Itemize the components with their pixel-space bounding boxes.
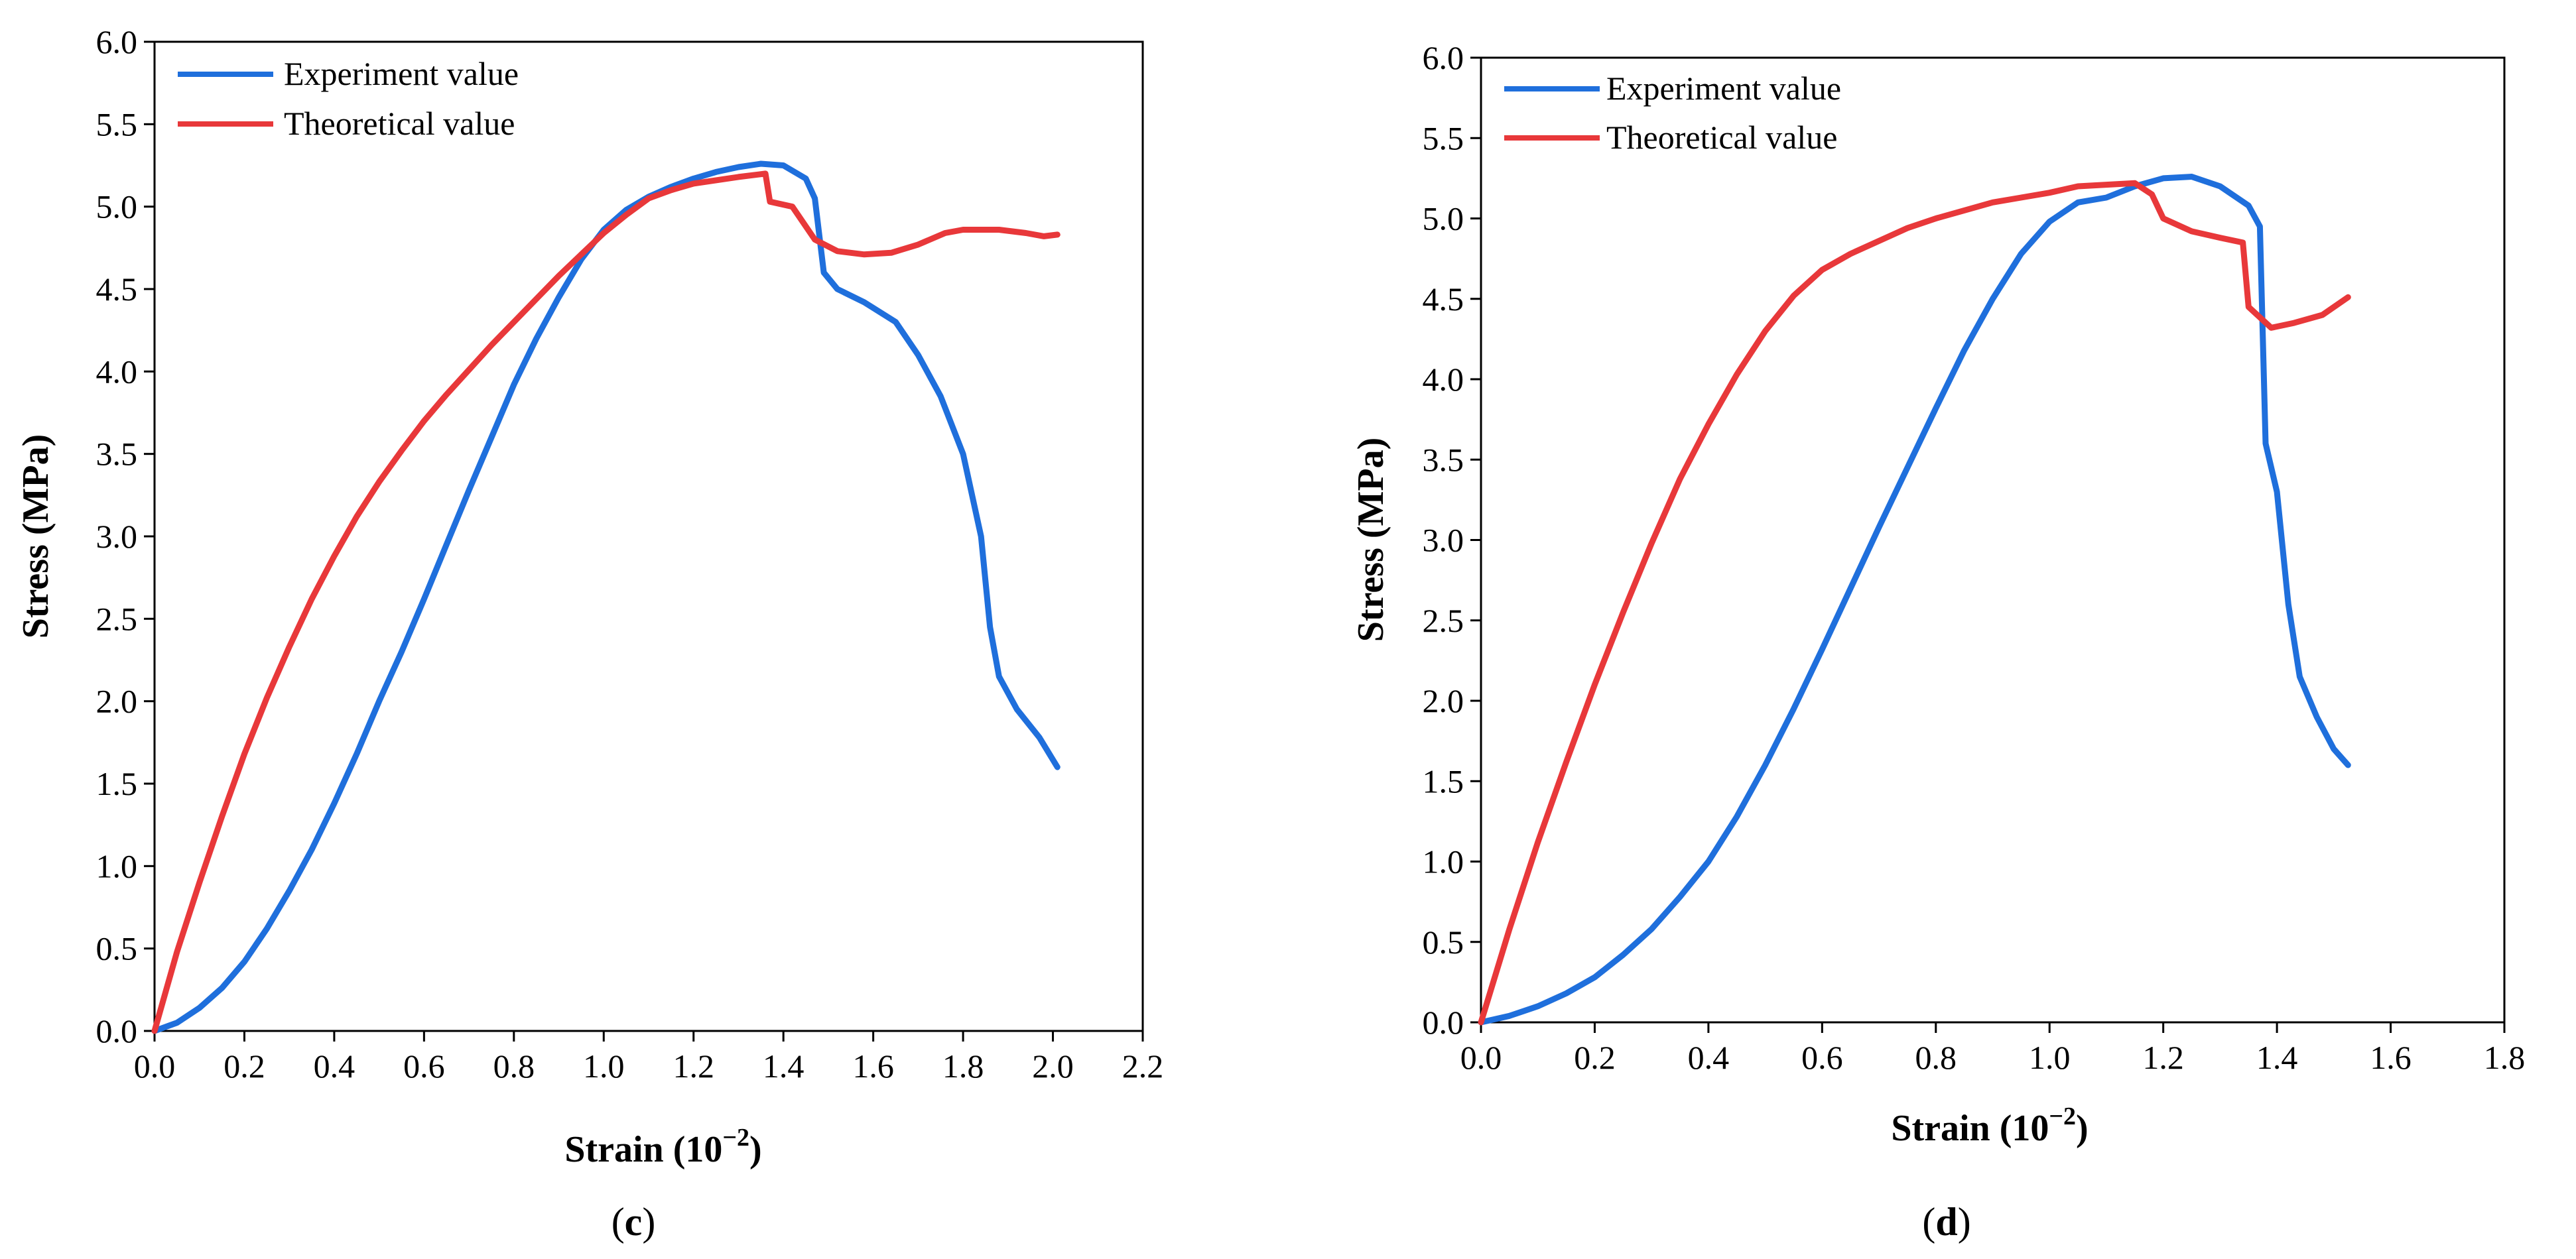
y-tick-label-c-6: 3.0	[96, 518, 138, 555]
x-tick-label-d-9: 1.8	[2484, 1039, 2526, 1076]
y-tick-label-d-10: 5.0	[1423, 200, 1464, 237]
y-tick-label-c-7: 3.5	[96, 436, 138, 473]
y-tick-label-c-2: 1.0	[96, 847, 138, 884]
x-tick-label-c-7: 1.4	[763, 1048, 805, 1085]
tick-group-d: 0.0 0.2 0.4 0.6 0.8 1.0 1.2 1.4 1.6 1.8 0.0 0.5 1.0 1…	[1423, 39, 2526, 1076]
x-tick-label-c-8: 1.6	[852, 1048, 894, 1085]
series-group-d	[1478, 174, 2351, 1026]
y-tick-label-d-12: 6.0	[1423, 39, 1464, 76]
legend-d: Experiment value Theoretical value	[1504, 70, 1841, 156]
chart-panel-d: 0.0 0.2 0.4 0.6 0.8 1.0 1.2 1.4 1.6 1.8 0.0 0.5 1.0 1…	[1350, 39, 2525, 1244]
y-tick-label-d-6: 3.0	[1423, 522, 1464, 559]
x-axis-title-close-d: )	[2076, 1108, 2089, 1149]
y-tick-label-d-4: 2.0	[1423, 682, 1464, 719]
y-tick-label-d-11: 5.5	[1423, 119, 1464, 156]
y-tick-label-d-0: 0.0	[1423, 1004, 1464, 1041]
x-tick-label-c-1: 0.2	[224, 1048, 265, 1085]
plot-frame-c	[153, 40, 1144, 1032]
x-tick-label-d-8: 1.6	[2370, 1039, 2412, 1076]
legend-label-experiment-c: Experiment value	[284, 55, 519, 92]
x-tick-label-c-4: 0.8	[493, 1048, 535, 1085]
y-axis-title-d: Stress (MPa)	[1350, 438, 1391, 642]
y-tick-label-c-0: 0.0	[96, 1012, 138, 1049]
panel-label-c: (c)	[612, 1200, 656, 1244]
series-line-d-experiment	[1478, 174, 2351, 1026]
x-tick-label-c-10: 2.0	[1032, 1048, 1074, 1085]
chart-panel-c: 0.0 0.2 0.4 0.6 0.8 1.0 1.2 1.4 1.6 1.8 2.0 2.2 0.0 0…	[15, 23, 1163, 1244]
series-line-c-experiment	[151, 160, 1061, 1034]
y-tick-label-c-5: 2.5	[96, 600, 138, 637]
x-tick-label-c-9: 1.8	[942, 1048, 984, 1085]
y-tick-label-d-9: 4.5	[1423, 280, 1464, 318]
x-axis-title-main-d: Strain (10	[1891, 1108, 2049, 1149]
x-tick-label-d-1: 0.2	[1574, 1039, 1616, 1076]
x-tick-label-d-2: 0.4	[1688, 1039, 1730, 1076]
x-tick-label-c-6: 1.2	[673, 1048, 714, 1085]
tick-group-c: 0.0 0.2 0.4 0.6 0.8 1.0 1.2 1.4 1.6 1.8 2.0 2.2 0.0 0…	[96, 23, 1164, 1085]
y-tick-label-d-5: 2.5	[1423, 602, 1464, 639]
series-group-c	[151, 160, 1061, 1034]
x-tick-label-d-4: 0.8	[1915, 1039, 1957, 1076]
x-axis-title-exp-d: −2	[2049, 1103, 2076, 1130]
y-tick-label-d-2: 1.0	[1423, 843, 1464, 880]
x-tick-label-d-3: 0.6	[1801, 1039, 1843, 1076]
y-tick-label-d-8: 4.0	[1423, 361, 1464, 398]
y-tick-label-c-8: 4.0	[96, 353, 138, 390]
legend-c: Experiment value Theoretical value	[178, 55, 519, 142]
y-tick-label-c-9: 4.5	[96, 270, 138, 308]
panel-label-d-letter: d	[1935, 1200, 1957, 1244]
x-tick-label-c-3: 0.6	[403, 1048, 445, 1085]
y-tick-label-c-3: 1.5	[96, 765, 138, 802]
x-axis-title-main-c: Strain (10	[564, 1129, 722, 1170]
x-tick-label-c-2: 0.4	[314, 1048, 355, 1085]
y-tick-label-c-10: 5.0	[96, 188, 138, 225]
y-tick-label-d-7: 3.5	[1423, 441, 1464, 478]
y-tick-label-c-12: 6.0	[96, 23, 138, 60]
y-axis-title-c: Stress (MPa)	[15, 434, 56, 638]
panel-label-d: (d)	[1922, 1200, 1970, 1244]
y-tick-label-c-1: 0.5	[96, 930, 138, 967]
y-tick-label-c-11: 5.5	[96, 105, 138, 143]
x-tick-label-c-11: 2.2	[1122, 1048, 1164, 1085]
x-tick-label-d-0: 0.0	[1460, 1039, 1502, 1076]
x-axis-title-c: Strain (10−2)	[564, 1124, 761, 1170]
x-tick-label-c-5: 1.0	[583, 1048, 625, 1085]
x-axis-title-exp-c: −2	[722, 1124, 749, 1152]
legend-label-theoretical-d: Theoretical value	[1606, 119, 1837, 156]
series-line-d-theoretical	[1478, 180, 2351, 1026]
x-tick-label-d-6: 1.2	[2142, 1039, 2184, 1076]
legend-label-theoretical-c: Theoretical value	[284, 105, 515, 142]
x-tick-label-d-7: 1.4	[2256, 1039, 2298, 1076]
x-tick-label-d-5: 1.0	[2029, 1039, 2071, 1076]
x-tick-label-c-0: 0.0	[134, 1048, 176, 1085]
y-tick-label-c-4: 2.0	[96, 683, 138, 720]
y-tick-label-d-3: 1.5	[1423, 762, 1464, 800]
legend-label-experiment-d: Experiment value	[1606, 70, 1841, 107]
x-axis-title-d: Strain (10−2)	[1891, 1103, 2088, 1149]
x-axis-title-close-c: )	[749, 1129, 762, 1170]
y-tick-label-d-1: 0.5	[1423, 924, 1464, 961]
series-line-c-theoretical	[151, 170, 1061, 1034]
panel-label-c-letter: c	[625, 1200, 643, 1244]
